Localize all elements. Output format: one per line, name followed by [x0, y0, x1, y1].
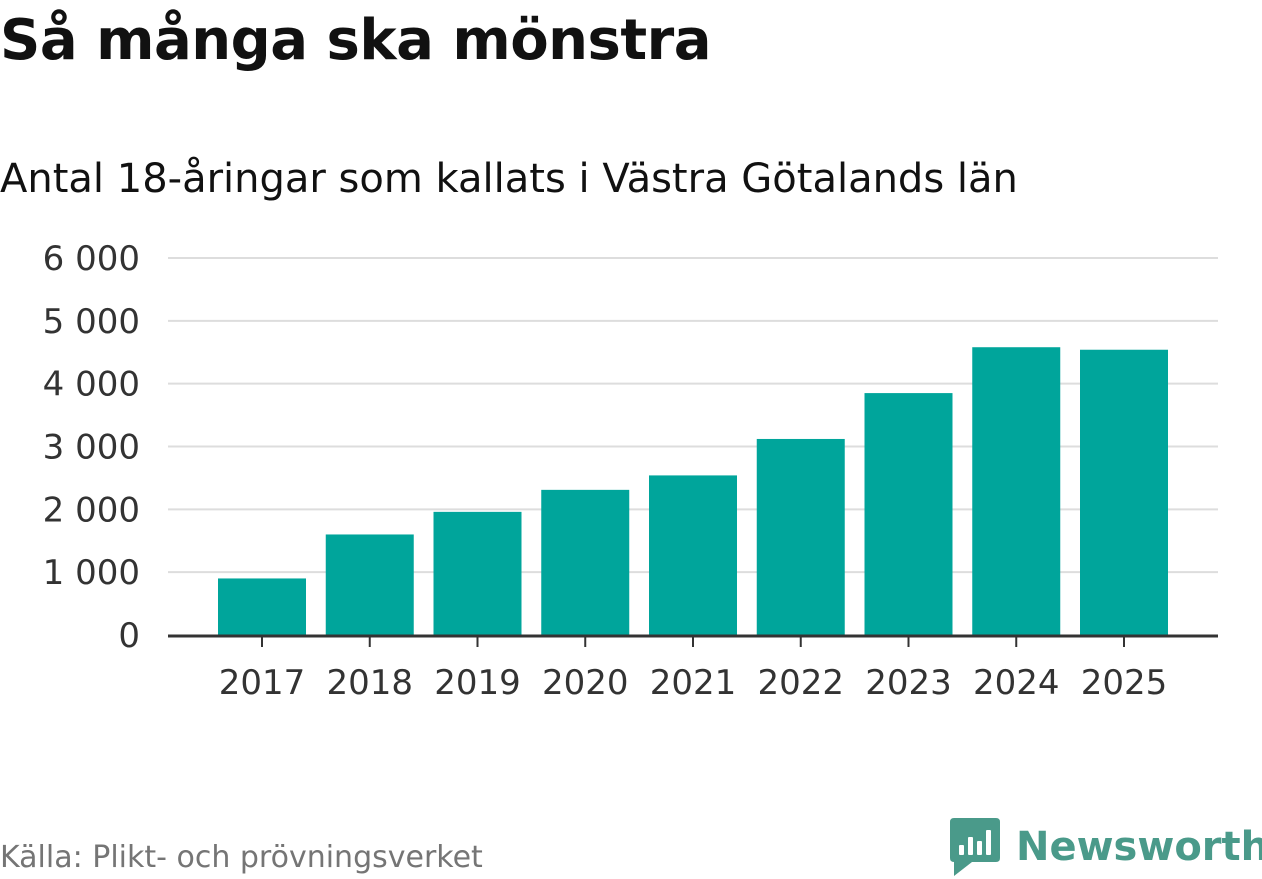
x-axis-labels: 2017 2018 2019 2020 2021 2022 2023 2024 2025: [219, 663, 1168, 703]
x-tick-label: 2017: [219, 663, 306, 703]
x-tick-label: 2022: [757, 663, 844, 703]
bar-2021: [649, 475, 737, 635]
source-note: Källa: Plikt- och prövningsverket: [0, 840, 483, 875]
x-tick-label: 2020: [542, 663, 629, 703]
bar-2020: [541, 489, 630, 635]
x-tick-label: 2019: [434, 663, 521, 703]
bar-2025: [1080, 349, 1168, 635]
bar-2018: [325, 534, 414, 635]
y-tick-label: 1 000: [43, 553, 140, 593]
x-tick-label: 2023: [865, 663, 952, 703]
bar-2024: [972, 347, 1061, 635]
chart-title: Så många ska mönstra: [0, 8, 712, 73]
brand-name: Newsworthy: [1016, 824, 1262, 870]
y-tick-label: 5 000: [43, 302, 140, 342]
chart-subtitle: Antal 18-åringar som kallats i Västra Gö…: [0, 156, 1018, 202]
y-tick-label: 6 000: [43, 239, 140, 279]
x-tick-label: 2021: [650, 663, 737, 703]
y-tick-label: 0: [118, 616, 140, 656]
brand: Newsworthy: [950, 818, 1262, 876]
x-tick-label: 2024: [973, 663, 1060, 703]
newsworthy-logo-icon: [950, 818, 1000, 876]
x-axis: [168, 634, 1218, 647]
bars: [218, 347, 1168, 635]
bar-2022: [756, 438, 845, 635]
y-tick-label: 3 000: [43, 428, 140, 468]
y-axis-labels: 0 1 000 2 000 3 000 4 000 5 000 6 000: [43, 239, 140, 656]
bar-2017: [218, 578, 306, 635]
x-tick-label: 2018: [326, 663, 413, 703]
x-tick-label: 2025: [1081, 663, 1168, 703]
bar-2023: [864, 393, 953, 635]
y-tick-label: 4 000: [43, 365, 140, 405]
bar-2019: [433, 511, 522, 635]
y-tick-label: 2 000: [43, 490, 140, 530]
